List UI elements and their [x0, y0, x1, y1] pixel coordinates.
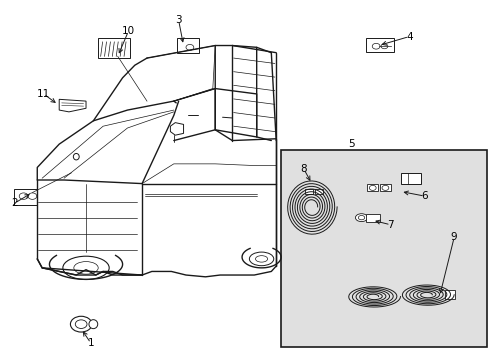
- Text: 6: 6: [421, 191, 427, 201]
- Ellipse shape: [355, 214, 367, 222]
- Bar: [366, 184, 377, 192]
- FancyBboxPatch shape: [176, 39, 199, 53]
- Text: 9: 9: [450, 232, 457, 242]
- Text: 2: 2: [11, 198, 18, 208]
- Text: 8: 8: [300, 164, 306, 174]
- FancyBboxPatch shape: [14, 189, 37, 205]
- Bar: [314, 189, 322, 194]
- Text: 7: 7: [386, 220, 393, 230]
- Ellipse shape: [89, 320, 98, 329]
- Bar: [366, 215, 379, 222]
- Bar: [305, 189, 312, 194]
- FancyBboxPatch shape: [366, 39, 393, 52]
- Bar: [281, 149, 487, 347]
- Bar: [98, 39, 130, 58]
- Text: 1: 1: [87, 338, 94, 348]
- Text: 10: 10: [122, 26, 135, 36]
- Bar: [445, 290, 454, 299]
- Text: 3: 3: [175, 15, 182, 26]
- Bar: [400, 173, 420, 184]
- Text: 11: 11: [37, 89, 50, 99]
- Text: 4: 4: [405, 32, 412, 41]
- Text: 5: 5: [348, 139, 354, 149]
- Bar: [379, 184, 390, 192]
- Circle shape: [70, 316, 92, 332]
- Polygon shape: [170, 123, 183, 135]
- Polygon shape: [59, 99, 86, 112]
